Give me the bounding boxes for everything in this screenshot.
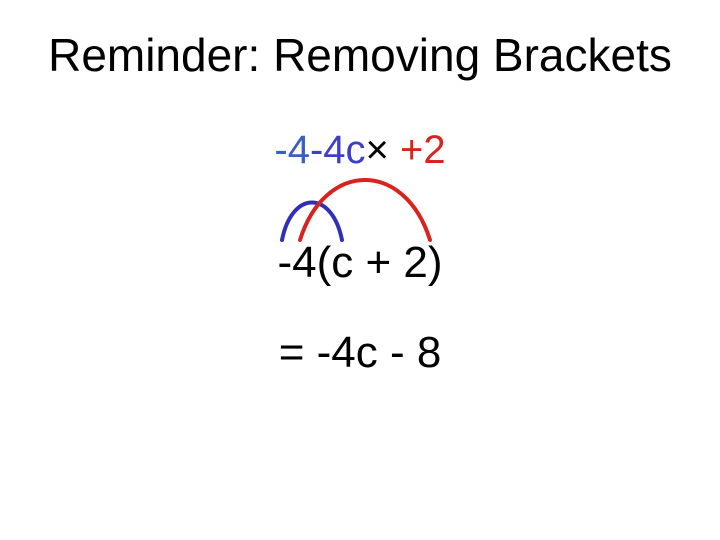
multiply-icon: × [366,128,389,172]
annotation-line: -4-4c× +2 [0,128,720,173]
annotation-product2: +2 [400,128,446,172]
arc-to-2 [300,180,430,240]
slide-title: Reminder: Removing Brackets [0,28,720,82]
result: = -4c - 8 [0,328,720,378]
annotation-product1: -4c [310,128,366,172]
arc-to-c [282,203,342,241]
annotation-product1-prefix: -4 [274,128,310,172]
expression: -4(c + 2) [0,238,720,288]
slide: Reminder: Removing Brackets -4-4c× +2 -4… [0,0,720,540]
